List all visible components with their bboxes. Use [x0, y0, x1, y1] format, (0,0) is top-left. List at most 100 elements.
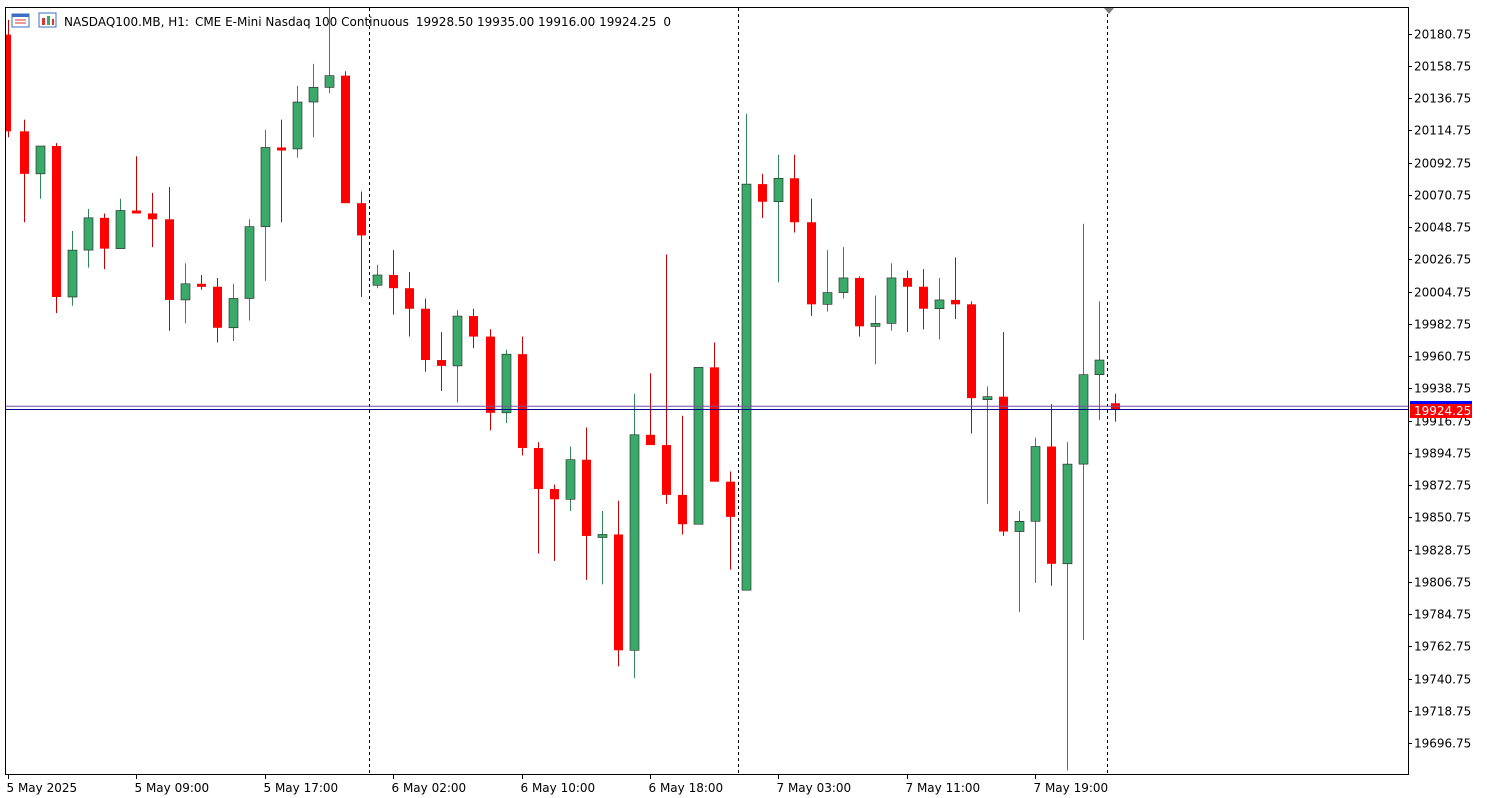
bear-candle[interactable]	[148, 192, 157, 248]
x-axis: 5 May 2025 5 May 09:00 5 May 17:00 6 May 02…	[7, 774, 1108, 795]
bear-candle[interactable]	[646, 373, 655, 446]
bull-candle[interactable]	[115, 198, 126, 249]
bear-candle[interactable]	[807, 198, 816, 317]
bull-candle[interactable]	[292, 85, 303, 158]
bull-candle[interactable]	[822, 250, 833, 312]
bull-candle[interactable]	[324, 8, 335, 94]
bear-candle[interactable]	[999, 332, 1008, 536]
x-tick-label: 6 May 18:00	[649, 781, 724, 795]
y-tick-label: 19696.75	[1414, 737, 1471, 751]
candle-body	[614, 534, 623, 651]
bull-candle[interactable]	[870, 295, 881, 365]
bull-candle[interactable]	[934, 277, 945, 340]
bear-candle[interactable]	[550, 484, 559, 561]
bear-candle[interactable]	[357, 191, 366, 297]
bull-candle[interactable]	[180, 263, 191, 324]
bull-candle[interactable]	[35, 145, 46, 199]
bull-candle[interactable]	[741, 113, 752, 591]
bear-candle[interactable]	[421, 298, 430, 372]
candle-body	[773, 177, 784, 203]
candle-body	[421, 308, 430, 361]
bull-candle[interactable]	[773, 154, 784, 283]
ohlc-text: 19928.50 19935.00 19916.00 19924.25	[416, 15, 656, 29]
bear-candle[interactable]	[469, 308, 478, 349]
bear-candle[interactable]	[919, 269, 928, 330]
ask-tag-strip	[1410, 401, 1472, 404]
bull-candle[interactable]	[244, 219, 255, 321]
bull-candle[interactable]	[308, 63, 319, 138]
bull-candle[interactable]	[372, 264, 383, 289]
bull-candle[interactable]	[597, 511, 608, 585]
bear-candle[interactable]	[341, 71, 350, 204]
candle-body	[807, 222, 816, 305]
bear-candle[interactable]	[20, 119, 29, 223]
bull-candle[interactable]	[1062, 442, 1073, 771]
bear-candle[interactable]	[52, 143, 61, 314]
bear-candle[interactable]	[790, 154, 799, 233]
bull-candle[interactable]	[501, 349, 512, 424]
bull-candle[interactable]	[886, 263, 897, 331]
candle-body	[341, 75, 350, 204]
bear-candle[interactable]	[197, 275, 206, 290]
bull-candle[interactable]	[1078, 223, 1089, 641]
candle-body	[501, 353, 512, 414]
bear-candle[interactable]	[100, 213, 109, 270]
bear-candle[interactable]	[389, 250, 398, 315]
bear-candle[interactable]	[132, 156, 141, 214]
bear-candle[interactable]	[726, 471, 735, 570]
bear-candle[interactable]	[758, 173, 767, 218]
bull-candle[interactable]	[452, 310, 463, 403]
bear-candle[interactable]	[967, 301, 976, 434]
y-tick-label: 19982.75	[1414, 318, 1471, 332]
bear-candle[interactable]	[903, 270, 912, 333]
candle-body	[35, 145, 46, 175]
y-tick-label: 19850.75	[1414, 511, 1471, 525]
candle-body	[1047, 446, 1056, 564]
candle-body	[758, 184, 767, 202]
bear-candle[interactable]	[951, 257, 960, 319]
plot-frame	[5, 7, 1409, 775]
bull-candle[interactable]	[693, 367, 704, 525]
chart-menu-icon[interactable]	[11, 13, 30, 28]
chart-window-icon[interactable]	[38, 12, 57, 28]
bull-candle[interactable]	[565, 446, 576, 512]
bear-candle[interactable]	[710, 342, 719, 482]
y-tick-label: 19894.75	[1414, 447, 1471, 461]
bear-candle[interactable]	[405, 272, 414, 337]
bear-candle[interactable]	[486, 329, 495, 431]
bull-candle[interactable]	[67, 231, 78, 306]
bull-candle[interactable]	[260, 129, 271, 281]
bear-candle[interactable]	[582, 427, 591, 580]
candle-body	[180, 283, 191, 301]
bull-candle[interactable]	[838, 247, 849, 299]
bear-candle[interactable]	[6, 19, 11, 138]
bear-candle[interactable]	[277, 119, 286, 223]
chart-shift-marker[interactable]	[1104, 8, 1114, 14]
candle-body	[678, 494, 687, 525]
bear-candle[interactable]	[1047, 404, 1056, 586]
bear-candle[interactable]	[855, 276, 864, 337]
bear-candle[interactable]	[678, 415, 687, 535]
candle-body	[1094, 359, 1105, 375]
candle-body	[67, 249, 78, 298]
bull-candle[interactable]	[629, 393, 640, 679]
candle-body	[6, 34, 11, 132]
bull-candle[interactable]	[1030, 437, 1041, 583]
y-tick-label: 20004.75	[1414, 286, 1471, 300]
y-tick-label: 19828.75	[1414, 544, 1471, 558]
bull-candle[interactable]	[1094, 301, 1105, 421]
bear-candle[interactable]	[534, 442, 543, 554]
bear-candle[interactable]	[518, 336, 527, 456]
bear-candle[interactable]	[662, 254, 671, 504]
bull-candle[interactable]	[1014, 511, 1025, 613]
bear-candle[interactable]	[165, 187, 174, 331]
candle-body	[308, 87, 319, 103]
bull-candle[interactable]	[228, 283, 239, 341]
bear-candle[interactable]	[437, 332, 446, 391]
bear-candle[interactable]	[213, 277, 222, 343]
bull-candle[interactable]	[83, 209, 94, 268]
bear-candle[interactable]	[614, 500, 623, 667]
candle-body	[903, 277, 912, 287]
y-tick-label: 20070.75	[1414, 189, 1471, 203]
